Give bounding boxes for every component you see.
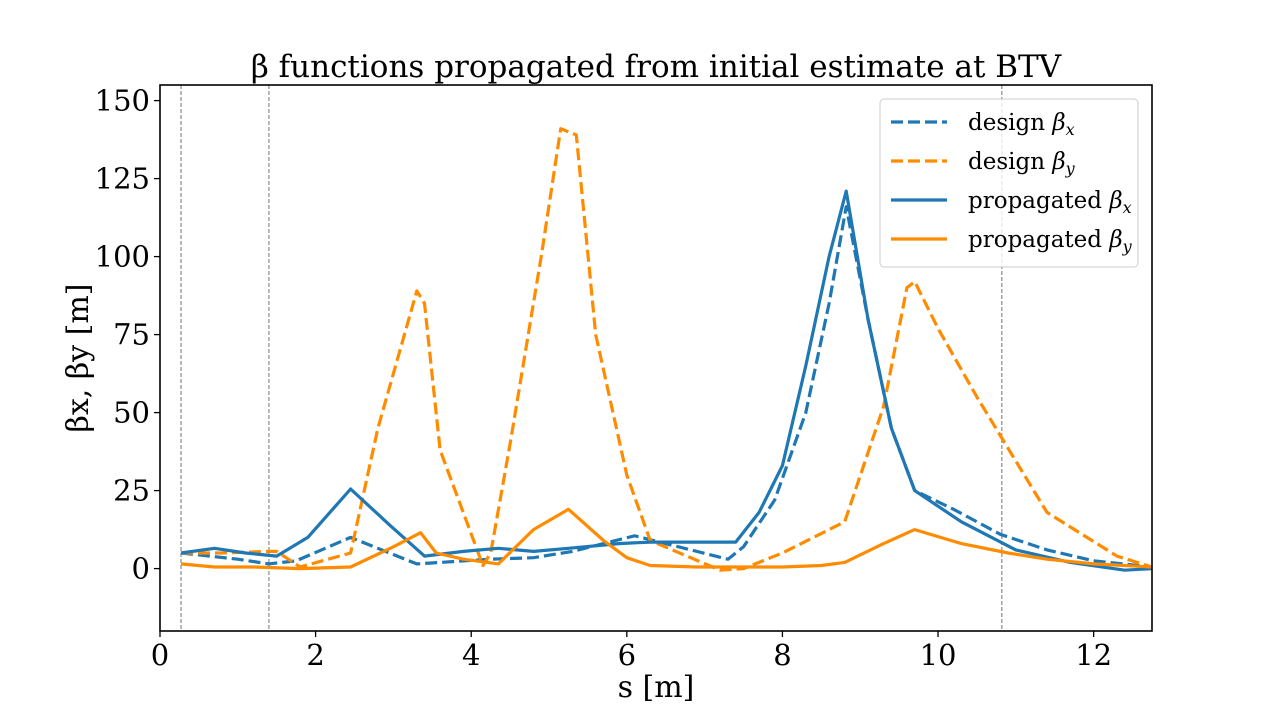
- x-tick-label: 8: [773, 638, 791, 672]
- series-line-3: [180, 507, 1153, 571]
- x-tick-label: 10: [920, 638, 957, 672]
- x-tick-label: 12: [1075, 638, 1112, 672]
- y-tick-label: 125: [95, 162, 150, 196]
- y-tick-label: 100: [95, 240, 150, 274]
- x-tick-label: 6: [618, 638, 636, 672]
- y-tick-label: 0: [132, 552, 150, 586]
- legend-label-2: propagated βx: [968, 188, 1132, 217]
- legend: design βx design βy propagated βx propagate…: [879, 98, 1139, 268]
- series-layer: [180, 127, 1153, 572]
- legend-box: [879, 98, 1139, 268]
- y-tick-label: 50: [113, 396, 150, 430]
- y-tick-label: 150: [95, 84, 150, 118]
- x-tick-label: 0: [151, 638, 169, 672]
- series-line-0: [180, 205, 1153, 569]
- legend-label-3: propagated βy: [968, 227, 1133, 256]
- x-tick-label: 2: [306, 638, 324, 672]
- y-tick-label: 25: [113, 474, 150, 508]
- plot-frame: [159, 84, 1153, 632]
- legend-label-0: design βx: [968, 110, 1075, 139]
- vertical-markers: [180, 85, 1003, 631]
- x-axis-ticks: 0 2 4 6 8 10 12: [151, 631, 1112, 672]
- x-tick-label: 4: [462, 638, 480, 672]
- y-axis-ticks: 0 25 50 75 100 125 150: [95, 84, 160, 586]
- series-line-1: [181, 127, 1153, 572]
- y-tick-label: 75: [113, 318, 150, 352]
- chart-title: β functions propagated from initial esti…: [251, 49, 1062, 85]
- series-line-2: [180, 189, 1153, 572]
- y-axis-label: βx, βy [m]: [61, 283, 96, 432]
- legend-label-1: design βy: [968, 149, 1076, 178]
- x-axis-label: s [m]: [618, 670, 695, 705]
